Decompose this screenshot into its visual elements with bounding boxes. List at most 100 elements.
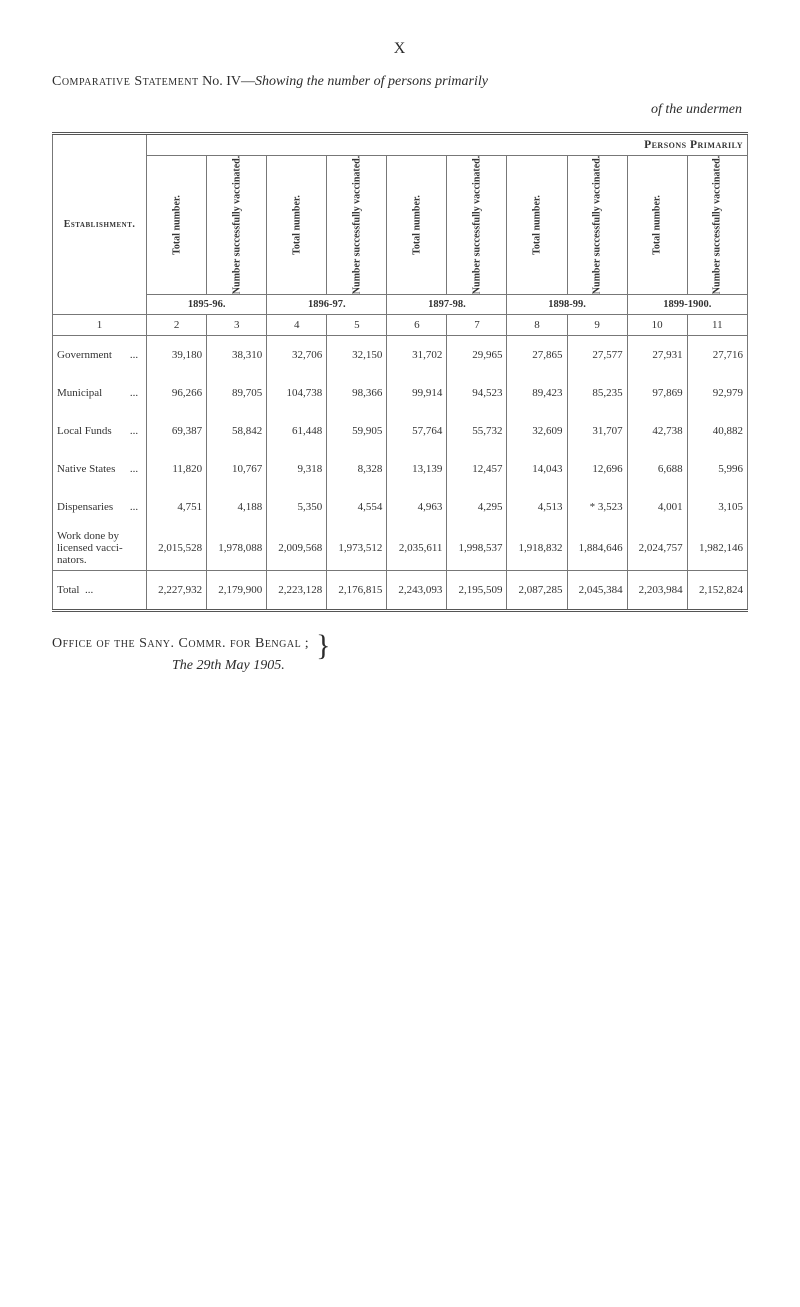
table-row-total: Total ... 2,227,932 2,179,900 2,223,128 … (53, 570, 748, 609)
table-row: Government... 39,180 38,310 32,706 32,15… (53, 335, 748, 374)
col-number: 9 (567, 314, 627, 335)
cell: 38,310 (207, 335, 267, 374)
col-number: 7 (447, 314, 507, 335)
cell: 6,688 (627, 450, 687, 488)
cell: 92,979 (687, 374, 747, 412)
footer-line-1: Office of the Sany. Commr. for Bengal ; … (52, 636, 748, 652)
cell: 14,043 (507, 450, 567, 488)
cell: 10,767 (207, 450, 267, 488)
cell: 97,869 (627, 374, 687, 412)
col-number: 3 (207, 314, 267, 335)
col-header-total-3: Total number. (387, 155, 447, 294)
cell: 85,235 (567, 374, 627, 412)
col-header-succ-2: Number successfully vaccinated. (327, 155, 387, 294)
cell: 96,266 (147, 374, 207, 412)
col-number: 5 (327, 314, 387, 335)
row-label: Work done by licensed vacci­nators. (53, 526, 147, 571)
title-italic: Showing the number of persons primarily (255, 74, 488, 89)
header-row-persons: Establishment. Persons Primarily (53, 135, 748, 156)
cell: 11,820 (147, 450, 207, 488)
cell: 27,577 (567, 335, 627, 374)
cell: 42,738 (627, 412, 687, 450)
col-header-total-5: Total number. (627, 155, 687, 294)
table-row: Municipal... 96,266 89,705 104,738 98,36… (53, 374, 748, 412)
col-header-succ-5: Number successfully vaccinated. (687, 155, 747, 294)
statement-table-wrap: Establishment. Persons Primarily Total n… (52, 132, 748, 612)
col-header-succ-3: Number successfully vaccinated. (447, 155, 507, 294)
table-row: Work done by licensed vacci­nators. 2,01… (53, 526, 748, 571)
col-number: 6 (387, 314, 447, 335)
table-row: Dispensaries... 4,751 4,188 5,350 4,554 … (53, 488, 748, 526)
cell: 31,702 (387, 335, 447, 374)
cell: 2,045,384 (567, 570, 627, 609)
cell: 27,865 (507, 335, 567, 374)
col-header-total-2: Total number. (267, 155, 327, 294)
cell: 61,448 (267, 412, 327, 450)
cell: 9,318 (267, 450, 327, 488)
col-header-succ-4: Number successfully vaccinated. (567, 155, 627, 294)
row-label: Municipal... (53, 374, 147, 412)
cell: 99,914 (387, 374, 447, 412)
cell: 39,180 (147, 335, 207, 374)
year-header: 1899-1900. (627, 294, 747, 314)
cell: 27,716 (687, 335, 747, 374)
cell: 1,884,646 (567, 526, 627, 571)
col-header-total-4: Total number. (507, 155, 567, 294)
cell: 32,609 (507, 412, 567, 450)
col-number: 8 (507, 314, 567, 335)
table-row: Local Funds... 69,387 58,842 61,448 59,9… (53, 412, 748, 450)
cell: 12,696 (567, 450, 627, 488)
title-subline: of the undermen (52, 102, 742, 118)
cell: 8,328 (327, 450, 387, 488)
cell: 2,152,824 (687, 570, 747, 609)
col-header-establishment: Establishment. (53, 135, 147, 315)
col-number: 4 (267, 314, 327, 335)
col-header-persons: Persons Primarily (147, 135, 748, 156)
row-label: Native States... (53, 450, 147, 488)
cell: 1,998,537 (447, 526, 507, 571)
document-page: X Comparative Statement No. IV—Showing t… (0, 0, 800, 734)
statement-table: Establishment. Persons Primarily Total n… (52, 135, 748, 609)
col-number: 10 (627, 314, 687, 335)
header-row-years: 1895-96. 1896-97. 1897-98. 1898-99. 1899… (53, 294, 748, 314)
title-no: No. IV— (199, 74, 255, 89)
table-row: Native States... 11,820 10,767 9,318 8,3… (53, 450, 748, 488)
cell: 1,918,832 (507, 526, 567, 571)
cell: 13,139 (387, 450, 447, 488)
cell: 59,905 (327, 412, 387, 450)
header-row-colnums: 1 2 3 4 5 6 7 8 9 10 11 (53, 314, 748, 335)
cell: 58,842 (207, 412, 267, 450)
header-row-vertical: Total number. Number successfully vaccin… (53, 155, 748, 294)
cell: 4,513 (507, 488, 567, 526)
cell: 27,931 (627, 335, 687, 374)
row-label-total: Total ... (53, 570, 147, 609)
year-header: 1895-96. (147, 294, 267, 314)
cell: 104,738 (267, 374, 327, 412)
cell: 4,188 (207, 488, 267, 526)
cell: 2,176,815 (327, 570, 387, 609)
cell: 5,996 (687, 450, 747, 488)
cell: 1,973,512 (327, 526, 387, 571)
cell: 4,554 (327, 488, 387, 526)
cell: 32,706 (267, 335, 327, 374)
cell: 2,035,611 (387, 526, 447, 571)
cell: 55,732 (447, 412, 507, 450)
cell: 4,751 (147, 488, 207, 526)
cell: 94,523 (447, 374, 507, 412)
row-label: Government... (53, 335, 147, 374)
page-numeral: X (52, 40, 748, 58)
cell: 89,423 (507, 374, 567, 412)
cell: 32,150 (327, 335, 387, 374)
col-header-total-1: Total number. (147, 155, 207, 294)
cell: 1,982,146 (687, 526, 747, 571)
cell: 2,227,932 (147, 570, 207, 609)
cell: 2,223,128 (267, 570, 327, 609)
row-label: Dispensaries... (53, 488, 147, 526)
cell: 4,295 (447, 488, 507, 526)
cell: 5,350 (267, 488, 327, 526)
cell: 98,366 (327, 374, 387, 412)
col-number: 2 (147, 314, 207, 335)
cell: 2,087,285 (507, 570, 567, 609)
cell: 1,978,088 (207, 526, 267, 571)
cell: 3,105 (687, 488, 747, 526)
